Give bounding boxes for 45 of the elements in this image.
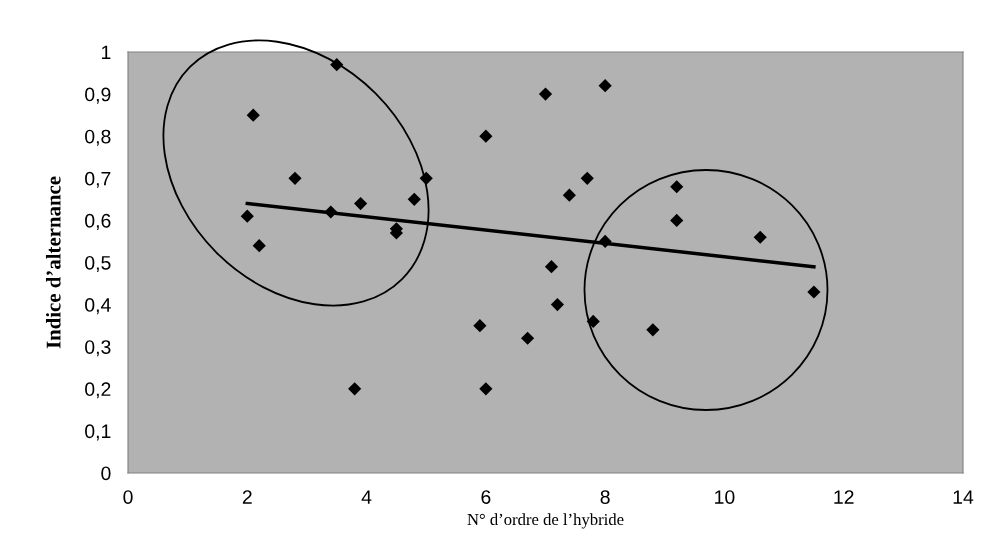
x-tick-label: 14	[953, 490, 974, 504]
point	[550, 298, 565, 312]
point	[538, 87, 553, 101]
x-tick-label: 4	[361, 490, 372, 504]
point	[288, 171, 302, 185]
y-axis-title: Indice d’alternance	[45, 176, 61, 349]
x-tick-label: 8	[600, 490, 610, 504]
x-axis-title: N° d’ordre de l’hybride	[467, 513, 624, 529]
y-tick-label: 0,2	[85, 382, 111, 399]
x-tick-label: 2	[242, 490, 252, 504]
y-tick-label: 0,5	[85, 255, 111, 273]
x-tick-label: 0	[123, 490, 133, 504]
point	[598, 234, 612, 249]
point	[354, 196, 368, 211]
point	[473, 319, 487, 333]
point	[580, 171, 594, 185]
point	[646, 323, 660, 337]
point	[246, 108, 260, 122]
y-tick-label: 0,7	[85, 171, 111, 188]
y-tick-label: 1	[102, 45, 111, 60]
point	[670, 213, 684, 227]
point	[753, 230, 767, 244]
point	[562, 188, 576, 202]
point	[348, 382, 362, 396]
x-tick-label: 10	[715, 490, 735, 504]
x-tick-label: 12	[834, 490, 854, 504]
point	[479, 129, 493, 143]
y-tick-label: 0,6	[85, 213, 111, 230]
x-tick-label: 6	[481, 490, 491, 504]
point	[240, 209, 254, 223]
point	[598, 79, 612, 93]
y-tick-label: 0,8	[85, 129, 111, 146]
y-tick-label: 0,4	[85, 298, 111, 315]
point	[807, 285, 821, 299]
y-tick-label: 0,3	[85, 340, 111, 357]
point	[521, 331, 535, 345]
y-tick-label: 0,1	[85, 424, 111, 441]
point	[252, 239, 266, 253]
y-tick-label: 0,9	[85, 87, 111, 104]
point	[479, 382, 493, 396]
point	[544, 260, 559, 274]
point	[407, 192, 421, 206]
point	[670, 180, 684, 194]
point	[324, 205, 338, 219]
y-tick-label: 0	[101, 466, 111, 481]
